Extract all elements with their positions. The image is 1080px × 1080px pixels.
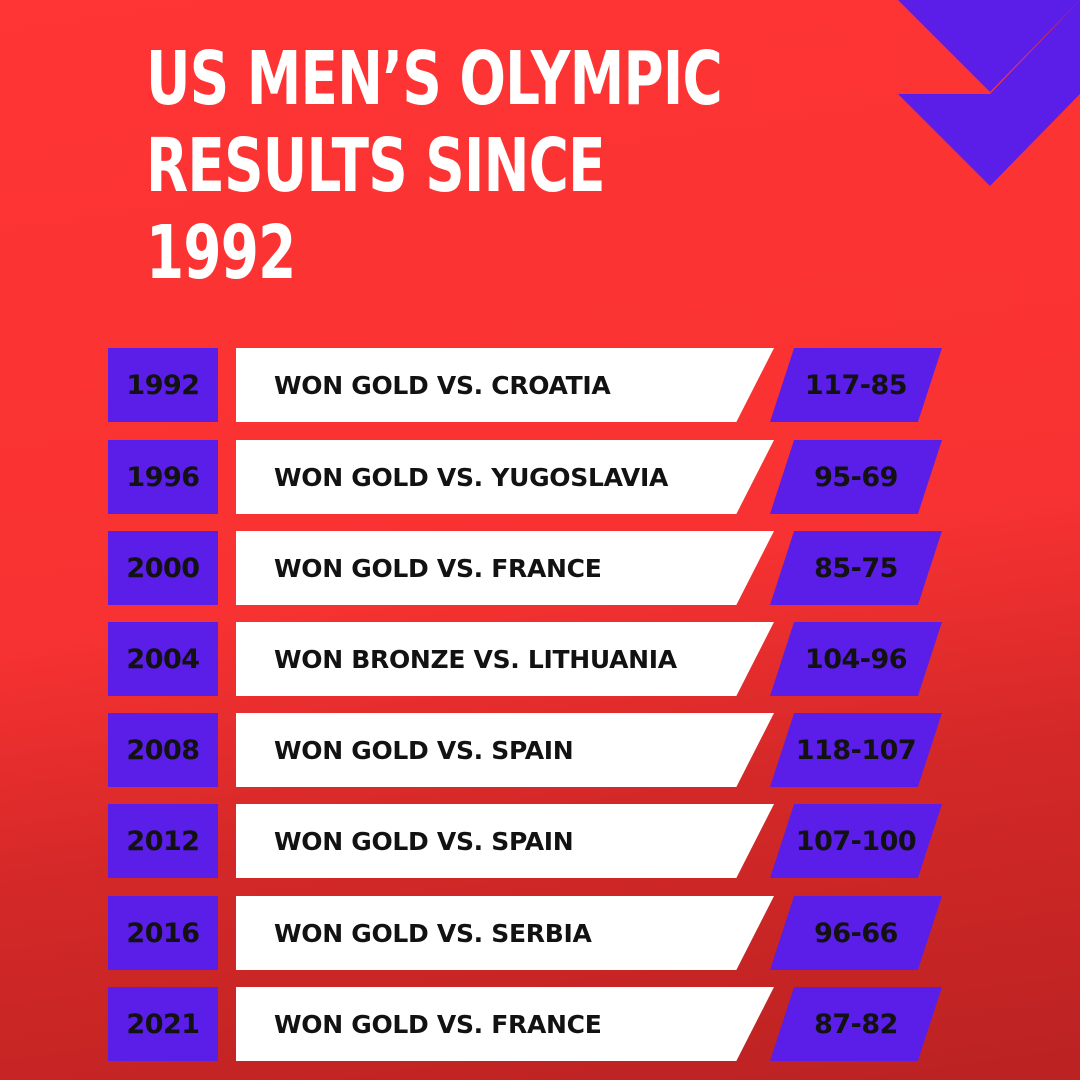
result-text: WON GOLD VS. YUGOSLAVIA bbox=[274, 462, 669, 492]
result-banner: WON BRONZE VS. LITHUANIA bbox=[236, 622, 774, 696]
score-badge: 95-69 bbox=[770, 440, 942, 514]
result-text: WON GOLD VS. SERBIA bbox=[274, 918, 592, 948]
year-badge: 2016 bbox=[108, 896, 218, 970]
year-badge: 2004 bbox=[108, 622, 218, 696]
year-badge: 1992 bbox=[108, 348, 218, 422]
result-text: WON GOLD VS. CROATIA bbox=[274, 370, 611, 400]
result-row: 2000 WON GOLD VS. FRANCE 85-75 bbox=[0, 531, 1080, 605]
result-banner: WON GOLD VS. SPAIN bbox=[236, 713, 774, 787]
title-line-3: 1992 bbox=[146, 210, 296, 296]
result-text: WON GOLD VS. FRANCE bbox=[274, 1009, 602, 1039]
score-badge: 85-75 bbox=[770, 531, 942, 605]
result-banner: WON GOLD VS. FRANCE bbox=[236, 531, 774, 605]
year-badge: 1996 bbox=[108, 440, 218, 514]
score-badge: 117-85 bbox=[770, 348, 942, 422]
result-row: 2012 WON GOLD VS. SPAIN 107-100 bbox=[0, 804, 1080, 878]
score-badge: 87-82 bbox=[770, 987, 942, 1061]
result-row: 2004 WON BRONZE VS. LITHUANIA 104-96 bbox=[0, 622, 1080, 696]
score-badge: 96-66 bbox=[770, 896, 942, 970]
result-row: 2021 WON GOLD VS. FRANCE 87-82 bbox=[0, 987, 1080, 1061]
result-banner: WON GOLD VS. SPAIN bbox=[236, 804, 774, 878]
score-badge: 118-107 bbox=[770, 713, 942, 787]
score-badge: 104-96 bbox=[770, 622, 942, 696]
result-text: WON GOLD VS. SPAIN bbox=[274, 735, 574, 765]
result-row: 1996 WON GOLD VS. YUGOSLAVIA 95-69 bbox=[0, 440, 1080, 514]
year-badge: 2021 bbox=[108, 987, 218, 1061]
result-row: 1992 WON GOLD VS. CROATIA 117-85 bbox=[0, 348, 1080, 422]
result-banner: WON GOLD VS. YUGOSLAVIA bbox=[236, 440, 774, 514]
score-badge: 107-100 bbox=[770, 804, 942, 878]
year-badge: 2012 bbox=[108, 804, 218, 878]
result-banner: WON GOLD VS. SERBIA bbox=[236, 896, 774, 970]
result-banner: WON GOLD VS. FRANCE bbox=[236, 987, 774, 1061]
page-title: US MEN’S OLYMPIC RESULTS SINCE 1992 bbox=[146, 36, 723, 297]
result-text: WON BRONZE VS. LITHUANIA bbox=[274, 644, 677, 674]
result-row: 2016 WON GOLD VS. SERBIA 96-66 bbox=[0, 896, 1080, 970]
result-text: WON GOLD VS. SPAIN bbox=[274, 826, 574, 856]
result-text: WON GOLD VS. FRANCE bbox=[274, 553, 602, 583]
title-line-1: US MEN’S OLYMPIC bbox=[146, 36, 723, 122]
result-banner: WON GOLD VS. CROATIA bbox=[236, 348, 774, 422]
title-line-2: RESULTS SINCE bbox=[146, 123, 606, 209]
result-row: 2008 WON GOLD VS. SPAIN 118-107 bbox=[0, 713, 1080, 787]
year-badge: 2008 bbox=[108, 713, 218, 787]
year-badge: 2000 bbox=[108, 531, 218, 605]
